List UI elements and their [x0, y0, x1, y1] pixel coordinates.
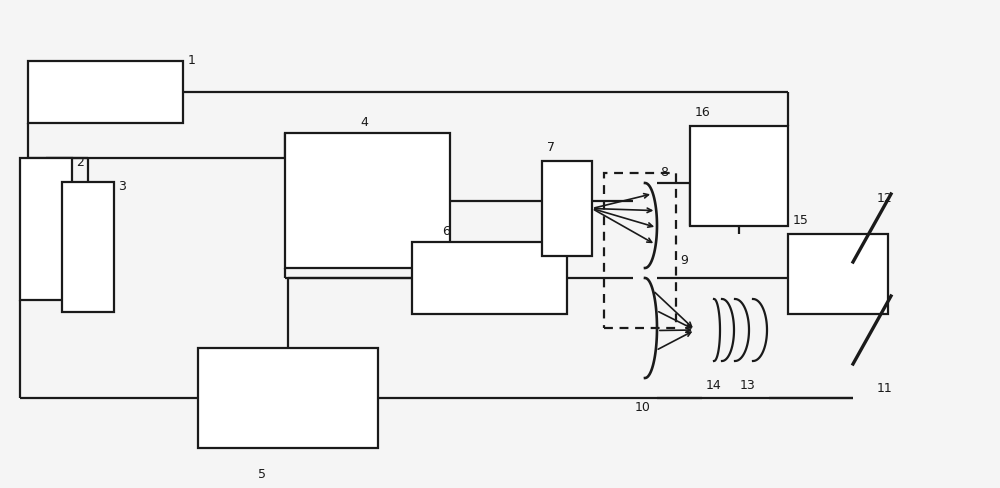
- Text: 11: 11: [877, 381, 893, 394]
- Bar: [604, 174, 676, 328]
- Text: 8: 8: [660, 165, 668, 179]
- Text: 3: 3: [118, 180, 126, 193]
- Bar: [542, 162, 592, 257]
- Bar: [412, 243, 567, 314]
- Text: 15: 15: [793, 214, 809, 226]
- Text: 16: 16: [695, 106, 711, 119]
- Bar: [198, 348, 378, 448]
- Text: 4: 4: [360, 116, 368, 129]
- Bar: [788, 235, 888, 314]
- Text: 5: 5: [258, 467, 266, 480]
- Text: 13: 13: [740, 378, 756, 391]
- Text: 7: 7: [547, 141, 555, 154]
- Bar: [62, 183, 114, 312]
- Bar: [690, 127, 788, 226]
- Text: 9: 9: [680, 253, 688, 266]
- Text: 2: 2: [76, 156, 84, 169]
- Bar: [20, 159, 72, 301]
- Bar: [28, 62, 183, 124]
- Bar: [285, 134, 450, 268]
- Text: 14: 14: [706, 378, 722, 391]
- Text: 1: 1: [188, 54, 196, 67]
- Text: 10: 10: [635, 400, 651, 413]
- Text: 6: 6: [442, 224, 450, 238]
- Text: 12: 12: [877, 192, 893, 204]
